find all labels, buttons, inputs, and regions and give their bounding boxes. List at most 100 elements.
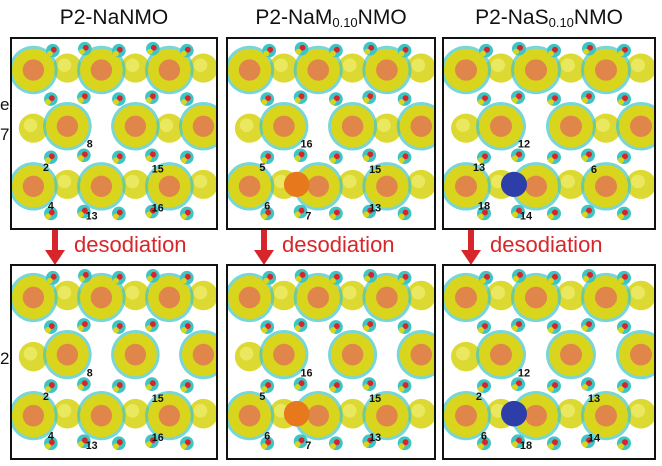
na-density-blob [52, 280, 82, 311]
oxygen-lobe [77, 377, 91, 392]
oxygen-lobe [511, 90, 525, 104]
oxygen-lobe [260, 92, 275, 106]
oxygen-lobe [362, 148, 377, 163]
oxygen-lobe [362, 204, 377, 219]
atom-index-label: 6 [481, 430, 487, 442]
na-density-blob [154, 113, 184, 143]
oxygen-lobe [617, 379, 631, 394]
arrow-down-icon [461, 230, 481, 265]
oxygen-lobe [617, 92, 631, 106]
oxygen-lobe [260, 320, 275, 334]
desodiation-label: desodiation [74, 232, 187, 257]
na-density-blob [486, 53, 516, 83]
metal-site-sphere [293, 45, 343, 95]
oxygen-lobe [329, 270, 343, 285]
oxygen-lobe [145, 148, 159, 163]
oxygen-lobe [329, 379, 343, 394]
oxygen-lobe [329, 320, 343, 334]
panel-nanmo-before: 8 2 15 4 13 16 [10, 37, 218, 230]
metal-site-sphere [362, 45, 412, 95]
metal-site-sphere [444, 272, 491, 323]
atom-index-label: 13 [588, 393, 600, 405]
na-density-blob [234, 341, 265, 372]
column-title-nas010nmo: P2-NaS0.10NMO [475, 6, 623, 30]
atom-index-label: 4 [48, 201, 54, 213]
oxygen-lobe [112, 379, 126, 394]
panel-nanmo-after: 8 2 15 4 13 16 [10, 264, 218, 460]
atom-index-label: 14 [520, 210, 532, 222]
oxygen-lobe [78, 268, 92, 283]
na-density-blob [372, 113, 402, 143]
metal-site-sphere [293, 391, 343, 441]
oxygen-lobe [293, 90, 308, 104]
na-density-blob [234, 113, 265, 143]
oxygen-lobe [581, 148, 595, 163]
metal-site-sphere [228, 45, 275, 95]
atom-index-label: 15 [369, 393, 381, 405]
metal-site-sphere [12, 272, 58, 323]
oxygen-lobe [46, 43, 60, 58]
oxygen-lobe [112, 436, 126, 451]
oxygen-lobe [112, 150, 126, 165]
oxygen-lobe [617, 320, 631, 334]
na-density-blob [626, 280, 654, 311]
oxygen-lobe [145, 377, 159, 392]
panel-nam010nmo-before: 16 5 15 6 7 13 [226, 37, 436, 230]
oxygen-lobe [397, 270, 412, 285]
metal-site-sphere [293, 272, 343, 323]
oxygen-lobe [180, 270, 194, 285]
oxygen-lobe [180, 436, 194, 451]
oxygen-lobe [547, 206, 561, 221]
metal-site-sphere [145, 391, 194, 441]
na-density-blob [269, 53, 299, 83]
metal-site-sphere [259, 330, 309, 380]
metal-site-sphere [444, 391, 491, 441]
atom-index-label: 16 [152, 203, 164, 215]
oxygen-lobe [547, 436, 561, 451]
metal-site-sphere [616, 330, 654, 380]
oxygen-lobe [397, 43, 412, 58]
na-density-blob [120, 280, 150, 311]
charge-density-map: 8 2 15 4 13 16 [12, 268, 216, 452]
oxygen-lobe [511, 148, 525, 163]
atom-index-label: 16 [152, 432, 164, 444]
metal-site-sphere [111, 330, 160, 380]
na-density-blob [451, 341, 481, 372]
oxygen-lobe [112, 206, 126, 221]
atom-index-label: 12 [518, 139, 530, 151]
metal-site-sphere [362, 162, 412, 211]
oxygen-lobe [180, 379, 194, 394]
atom-index-label: 4 [48, 430, 54, 442]
oxygen-lobe [44, 92, 58, 106]
oxygen-lobe [77, 434, 91, 449]
na-density-blob [269, 280, 299, 311]
charge-density-map: 12 13 6 18 14 [444, 41, 654, 222]
charge-density-map: 12 2 13 6 18 14 [444, 268, 654, 452]
metal-site-sphere [179, 102, 216, 151]
oxygen-lobe [44, 320, 58, 334]
oxygen-lobe [180, 150, 194, 165]
oxygen-lobe [397, 379, 412, 394]
atom-index-label: 6 [264, 430, 270, 442]
na-density-blob [52, 398, 82, 429]
na-density-blob [337, 398, 368, 429]
atom-index-label: 15 [152, 164, 164, 176]
oxygen-lobe [293, 377, 308, 392]
metal-site-sphere [179, 330, 216, 380]
atom-index-label: 16 [300, 139, 312, 151]
dopant-atom [501, 400, 527, 427]
na-density-blob [188, 169, 216, 199]
oxygen-lobe [617, 150, 631, 165]
na-density-blob [337, 280, 368, 311]
desodiation-label: desodiation [282, 232, 395, 257]
oxygen-lobe [112, 270, 126, 285]
na-density-blob [556, 53, 586, 83]
oxygen-lobe [477, 436, 491, 451]
edge-fragment-7: 7 [0, 125, 10, 144]
oxygen-lobe [112, 43, 126, 58]
panel-nas010nmo-before: 12 13 6 18 14 [442, 37, 656, 230]
oxygen-lobe [617, 436, 631, 451]
oxygen-lobe [293, 148, 308, 163]
oxygen-lobe [329, 150, 343, 165]
oxygen-lobe [397, 320, 412, 334]
